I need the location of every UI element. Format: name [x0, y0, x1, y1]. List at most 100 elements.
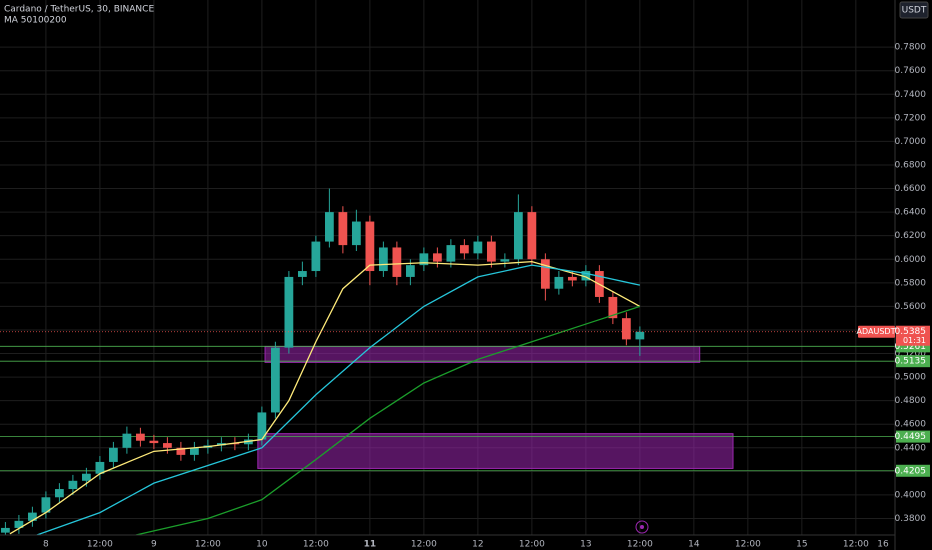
axes: 0.38000.40000.42000.44000.46000.48000.50…	[43, 43, 930, 550]
candle-body	[41, 497, 51, 513]
y-tick-label: 0.5800	[895, 278, 927, 288]
x-tick-label: 12:00	[195, 540, 221, 550]
candle-body	[581, 271, 591, 281]
x-tick-label: 15	[796, 540, 807, 550]
y-tick-label: 0.6600	[895, 184, 927, 194]
y-tick-label: 0.4800	[895, 396, 927, 406]
candle-body	[95, 461, 105, 474]
moving-average	[9, 260, 641, 535]
candle-body	[163, 443, 172, 448]
level-label: 0.5261	[895, 342, 927, 352]
last-price-tag	[896, 325, 930, 346]
level-label: 0.4495	[895, 432, 927, 442]
x-tick-label: 9	[151, 540, 157, 550]
candle-body	[621, 318, 631, 340]
plot-area	[0, 188, 895, 535]
candle-body	[513, 212, 523, 260]
x-tick-label: 12:00	[411, 540, 437, 550]
logo-icon[interactable]	[635, 520, 649, 534]
candle-body	[284, 276, 294, 348]
x-tick-label: 8	[43, 540, 49, 550]
candle-body	[68, 480, 78, 490]
candle-body	[82, 473, 91, 481]
level-label: 0.4205	[895, 466, 927, 476]
currency-button[interactable]	[899, 1, 929, 19]
candle-body	[486, 241, 496, 262]
x-tick-label: 12:00	[843, 540, 869, 550]
y-tick-label: 0.6800	[895, 160, 927, 170]
logo-dot	[640, 525, 644, 529]
candle-body	[270, 347, 280, 413]
candle-body	[149, 440, 159, 444]
x-tick-label: 12:00	[519, 540, 545, 550]
x-tick-label: 16	[877, 540, 889, 550]
candle-body	[297, 271, 307, 277]
candle-body	[473, 241, 483, 254]
level-tag	[896, 464, 930, 477]
x-tick-label: 13	[580, 540, 591, 550]
candle-body	[338, 212, 348, 246]
candle-body	[122, 433, 132, 448]
candle-body	[190, 447, 199, 455]
zone	[257, 433, 734, 469]
y-tick-label: 0.6000	[895, 255, 927, 265]
candle-body	[109, 447, 118, 462]
x-tick-label: 11	[364, 540, 377, 550]
y-tick-label: 0.7000	[895, 137, 927, 147]
x-tick-label: 12:00	[87, 540, 113, 550]
candle-body	[311, 241, 321, 272]
candle-body	[500, 259, 510, 262]
moving-average	[36, 264, 641, 535]
candle-body	[351, 221, 361, 246]
candle-body	[635, 331, 645, 340]
y-tick-label: 0.4600	[895, 420, 927, 430]
zone	[264, 345, 701, 363]
y-tick-label: 0.7600	[895, 66, 927, 76]
x-tick-label: 12:00	[303, 540, 329, 550]
currency-label[interactable]: USDT	[902, 6, 927, 16]
symbol-tag	[858, 325, 895, 338]
y-tick-label: 0.7800	[895, 43, 927, 53]
level-tag	[896, 430, 930, 443]
y-tick-label: 0.6400	[895, 208, 927, 218]
candle-body	[1, 527, 10, 533]
candle-body	[392, 247, 402, 277]
candle-body	[405, 265, 415, 277]
x-tick-label: 14	[688, 540, 700, 550]
level-label: 0.5135	[895, 357, 927, 367]
candle-body	[432, 253, 442, 262]
candle-body	[14, 520, 24, 528]
candle-body	[136, 433, 145, 441]
candle-body	[608, 296, 618, 319]
x-tick-label: 12	[472, 540, 483, 550]
candle-body	[378, 247, 388, 272]
last-price-label: 0.5385	[895, 327, 927, 337]
x-tick-label: 10	[256, 540, 268, 550]
candle-body	[419, 253, 429, 266]
chart-title: Cardano / TetherUS, 30, BINANCE	[4, 5, 154, 15]
countdown-label: 01:31	[903, 336, 926, 345]
candle-body	[55, 489, 64, 498]
y-tick-label: 0.5600	[895, 302, 927, 312]
x-tick-label: 12:00	[627, 540, 653, 550]
y-tick-label: 0.5200	[895, 349, 927, 359]
candle-body	[176, 447, 186, 455]
y-tick-label: 0.4000	[895, 490, 927, 500]
candle-body	[257, 412, 267, 440]
y-tick-label: 0.4400	[895, 443, 927, 453]
y-tick-label: 0.6200	[895, 231, 927, 241]
candle-body	[567, 276, 577, 281]
x-tick-label: 12:00	[735, 540, 761, 550]
candle-body	[459, 245, 469, 254]
grid	[0, 0, 895, 535]
symbol-label: ADAUSDT	[857, 327, 896, 336]
candle-body	[527, 212, 537, 260]
candle-body	[28, 512, 37, 521]
candle-body	[365, 221, 375, 272]
candle-body	[540, 259, 550, 289]
moving-average	[135, 305, 641, 535]
candle-body	[554, 276, 564, 289]
candle-body	[324, 212, 334, 242]
